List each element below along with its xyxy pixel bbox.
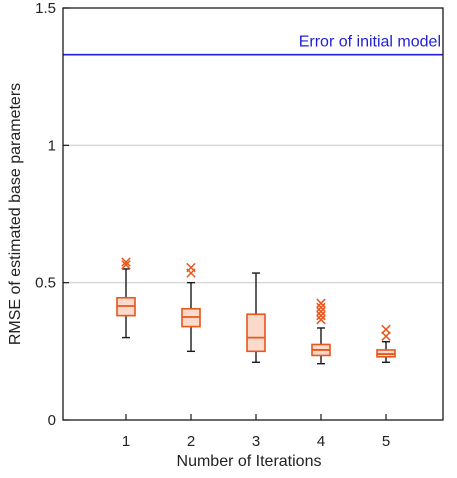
iqr-box-3 [246, 313, 266, 353]
outlier-5-1 [381, 324, 391, 335]
outlier-4-3 [316, 302, 326, 313]
initial-model-error-label: Error of initial model [299, 34, 441, 51]
x-tick-label-1: 2 [187, 433, 195, 450]
plot-frame [62, 7, 444, 421]
axis-layer [62, 7, 444, 421]
y-tick-label-1: 0.5 [35, 275, 56, 292]
x-tick-label-4: 5 [382, 433, 390, 450]
x-tick-label-2: 3 [252, 433, 260, 450]
outlier-4-2 [316, 306, 326, 317]
box-5 [376, 324, 396, 364]
y-tick-label-3: 1.5 [35, 0, 56, 17]
box-1 [116, 257, 136, 339]
outlier-1-0 [121, 260, 131, 270]
box-2 [181, 262, 201, 353]
x-tick-label-3: 4 [317, 433, 325, 450]
x-axis-label: Number of Iterations [177, 453, 322, 470]
y-tick-label-2: 1 [48, 137, 56, 154]
box-layer [116, 257, 396, 365]
y-tick-label-0: 0 [48, 412, 56, 429]
outlier-2-1 [186, 262, 196, 273]
outlier-5-0 [381, 331, 391, 341]
outlier-4-4 [316, 298, 326, 308]
box-3 [246, 272, 266, 364]
outlier-1-1 [121, 257, 131, 267]
tick-layer: 0 0.5 1 1.5 1 2 3 4 5 [35, 0, 390, 450]
y-axis-label: RMSE of estimated base parameters [7, 83, 24, 345]
x-tick-label-0: 1 [122, 433, 130, 450]
box-4 [311, 298, 331, 365]
grid-layer [63, 144, 443, 284]
outlier-4-0 [316, 315, 326, 325]
reference-line-layer: Error of initial model [63, 34, 443, 56]
outlier-4-1 [316, 310, 326, 321]
